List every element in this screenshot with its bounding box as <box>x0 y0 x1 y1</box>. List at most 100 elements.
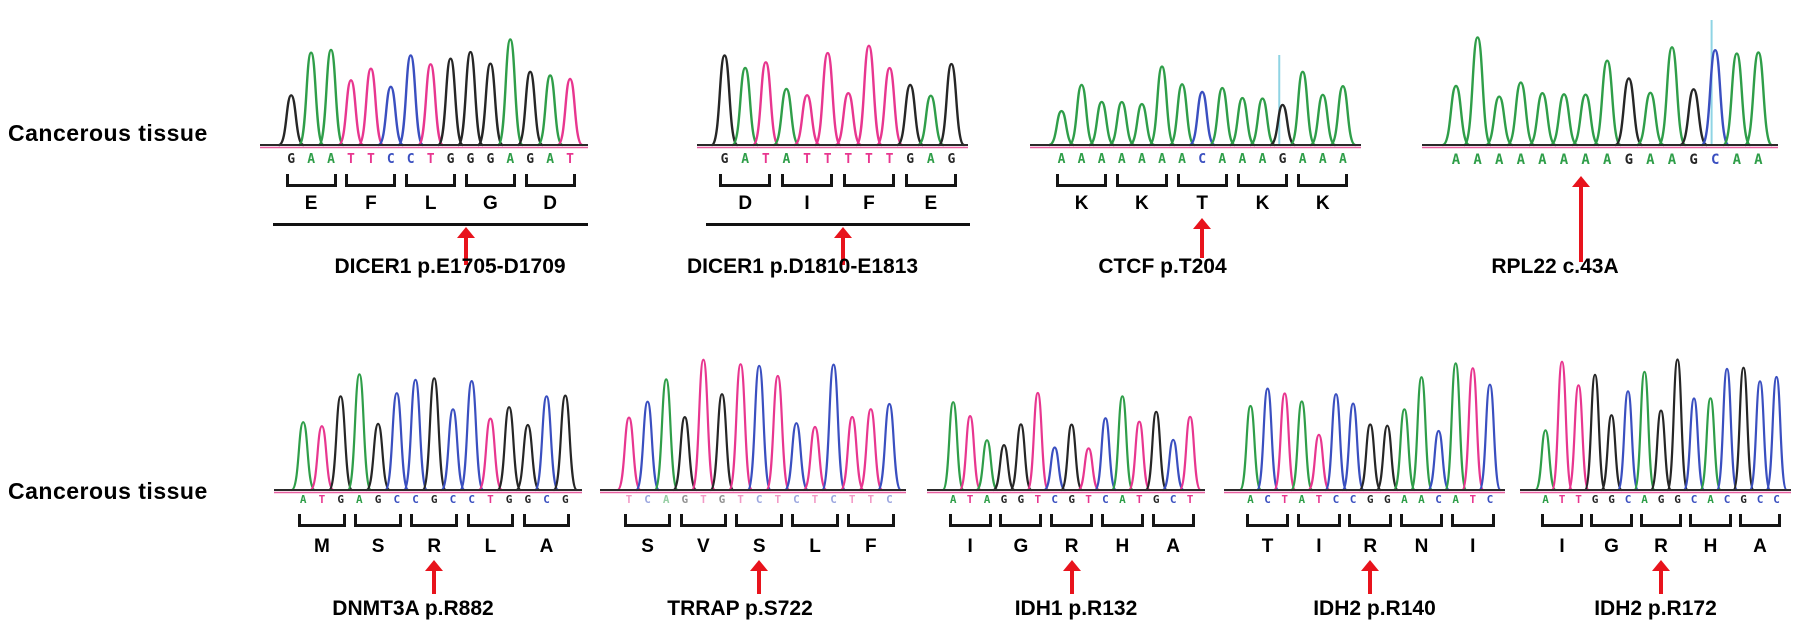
amino-acid-label: S <box>752 536 766 557</box>
codon-bracket <box>354 514 402 527</box>
trace-peak <box>916 94 945 147</box>
arrow-stem <box>1368 569 1373 594</box>
nucleotide-letter: A <box>1473 152 1482 168</box>
nucleotide-letter: T <box>1281 493 1288 506</box>
trace-peak <box>1743 51 1773 147</box>
nucleotide-letter: G <box>1608 493 1615 506</box>
gene-mutation-label: DNMT3A p.R882 <box>332 597 494 620</box>
arrow-stem <box>840 236 845 265</box>
nucleotide-letter: T <box>774 493 782 506</box>
trace-peak <box>1189 90 1216 147</box>
codon-bracket <box>345 174 397 187</box>
amino-acid-label: A <box>1753 536 1767 557</box>
nucleotide-letter: A <box>1137 152 1146 167</box>
trace-peak <box>1108 100 1135 147</box>
nucleotide-letter: A <box>983 493 991 506</box>
trace-peak <box>1208 86 1236 147</box>
codon-bracket <box>623 514 672 527</box>
arrow-stem <box>464 236 469 265</box>
trace-peak <box>1161 438 1185 492</box>
trace-peak <box>937 62 966 147</box>
nucleotide-letter: C <box>793 493 800 506</box>
trace-peak <box>1168 83 1196 147</box>
nucleotide-letter: A <box>1298 152 1307 167</box>
nucleotide-letter: T <box>566 152 574 167</box>
trace-peak <box>1060 423 1084 492</box>
codon-bracket <box>718 174 772 187</box>
trace-peak <box>783 422 809 492</box>
codon-bracket <box>679 514 728 527</box>
nucleotide-letter: C <box>449 493 457 506</box>
nucleotide-letter: G <box>720 152 729 167</box>
nucleotide-letter: C <box>1102 493 1109 506</box>
codon-bracket <box>1590 514 1633 527</box>
trace-peak <box>1307 433 1331 492</box>
trace-peak <box>1485 95 1514 147</box>
trace-peak <box>1550 360 1574 492</box>
trace-peak <box>813 51 842 147</box>
trace-peak <box>1289 70 1317 147</box>
arrow-head <box>833 227 852 238</box>
trace-peak <box>290 421 316 492</box>
trace-peak <box>1657 46 1687 147</box>
arrow-head <box>457 227 476 238</box>
trace-peak <box>1148 65 1176 147</box>
amino-acid-label: K <box>1315 193 1330 214</box>
nucleotide-letter: G <box>1383 493 1391 506</box>
arrow-stem <box>1659 569 1663 594</box>
mutation-range-underline <box>273 223 589 226</box>
row-label-bottom: Cancerous tissue <box>8 478 208 504</box>
nucleotide-letter: A <box>662 493 670 506</box>
chromatogram-trace <box>1422 20 1778 149</box>
codon-bracket <box>1151 514 1195 527</box>
trace-peak <box>1649 409 1673 492</box>
amino-acid-label: F <box>365 193 377 214</box>
nucleotide-letter: A <box>1494 152 1504 168</box>
nucleotide-letter: T <box>1136 493 1143 506</box>
mutation-arrow-icon <box>1062 560 1081 594</box>
trace-peak <box>992 444 1016 492</box>
nucleotide-letter: A <box>1298 493 1306 506</box>
codon-bracket <box>948 514 992 527</box>
nucleotide-letter: C <box>406 152 415 167</box>
nucleotide-letter: A <box>1119 493 1126 506</box>
trace-peak <box>1375 424 1399 492</box>
nucleotide-letter: A <box>1338 152 1347 167</box>
nucleotide-letter: C <box>1332 493 1340 506</box>
nucleotide-letter: T <box>426 152 435 167</box>
trace-peak <box>1600 414 1623 492</box>
amino-acid-label: I <box>804 193 810 214</box>
trace-peak <box>496 38 524 147</box>
trace-peak <box>402 378 429 492</box>
trace-peak <box>1249 97 1276 147</box>
nucleotide-letter: A <box>1538 152 1547 168</box>
trace-peak <box>1478 383 1502 492</box>
codon-bracket <box>735 514 783 527</box>
trace-peak <box>709 393 735 492</box>
nucleotide-letter: C <box>1690 493 1698 506</box>
trace-peak <box>309 425 335 492</box>
trace-peak <box>1088 100 1115 147</box>
mutation-arrow-icon <box>1652 560 1670 594</box>
amino-acid-label: T <box>1261 536 1274 557</box>
trace-peak <box>1700 49 1730 147</box>
trace-peak <box>1093 417 1118 492</box>
nucleotide-letter: A <box>1732 152 1742 168</box>
nucleotide-letter: G <box>718 493 726 506</box>
trace-peak <box>1633 370 1656 492</box>
trace-peak <box>1682 397 1706 492</box>
trace-peak <box>1571 93 1600 147</box>
trace-peak <box>346 373 373 492</box>
nucleotide-letter: A <box>1318 152 1327 167</box>
codon-bracket <box>904 174 958 187</box>
trace-peak <box>1269 103 1296 147</box>
codon-bracket <box>999 514 1043 527</box>
trace-peak <box>496 406 522 492</box>
trace-peak <box>1127 420 1151 492</box>
trace-peak <box>1009 423 1033 492</box>
nucleotide-letter: G <box>505 493 513 506</box>
trace-peak <box>1048 109 1075 147</box>
amino-acid-label: R <box>1363 536 1378 557</box>
trace-peak <box>765 374 791 492</box>
nucleotide-letter: C <box>386 152 395 167</box>
